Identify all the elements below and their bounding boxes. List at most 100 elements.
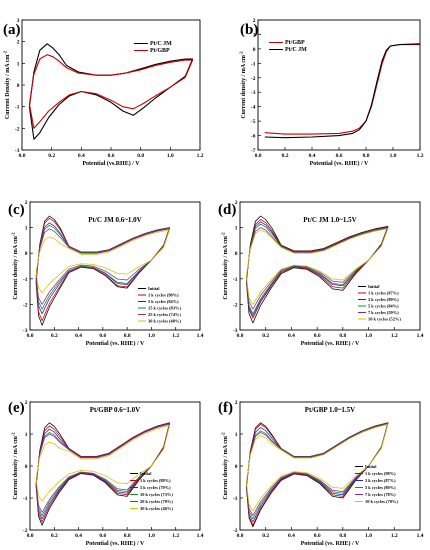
x-tick-label: 0.4: [288, 533, 295, 539]
legend-entry: 7 k cycles (78%): [365, 492, 396, 497]
y-axis-label-text: Current density / mA cm: [13, 236, 19, 300]
y-tick-label: -5: [251, 119, 256, 125]
x-tick-label: 1.4: [417, 533, 424, 539]
panel-e: 0.0 0.2 0.4 0.6 0.8 1.0 1.2 1.4 -2 -1 0 1 2 Potential…: [8, 400, 204, 547]
panel-label: (d): [218, 202, 236, 218]
y-tick-label: -1: [23, 496, 28, 502]
panel-f: 0.0 0.2 0.4 0.6 0.8 1.0 1.2 1.4 -2 -1 0 1 2 Potential…: [218, 400, 424, 547]
y-axis-label-exponent: -2: [221, 232, 226, 236]
legend-entry: 5 k cycles (79%): [140, 485, 171, 490]
x-axis-label: Potential (vs. RHE) / V: [86, 540, 145, 547]
legend: Initial 1 k cycles (88%) 5 k cycles (79%) 1…: [130, 471, 173, 511]
y-tick-label: 2: [25, 200, 28, 206]
x-tick-label: 1.2: [391, 533, 398, 539]
x-tick-label: 0.6: [99, 333, 106, 339]
y-axis-label: Current density / mA cm-2: [239, 51, 248, 119]
y-tick-label: -2: [233, 528, 238, 534]
y-tick-label: 1: [25, 432, 28, 438]
x-tick-label: 0.6: [314, 333, 321, 339]
y-tick-label: 1: [253, 32, 256, 38]
plot-frame: [257, 19, 421, 151]
y-tick-label: 0: [235, 251, 238, 257]
y-axis-label-text: Current Density / mA cm: [5, 55, 11, 120]
x-axis-label: Potential (vs.RHE) / V: [82, 160, 140, 167]
plot-title: Pt/GBP 0.6~1.0V: [90, 406, 141, 414]
x-tick-label: 0.2: [51, 533, 58, 539]
y-tick-label: -2: [251, 76, 256, 82]
legend-entry: Pt/GBP: [285, 40, 305, 46]
legend-entry: 10 k cycles (52%): [368, 317, 401, 322]
x-tick-label: 0.8: [124, 533, 131, 539]
panel-a: 0.0 0.2 0.4 0.6 0.8 1.0 1.2 -3 -2 -1 0 1 2 3 Potential…: [3, 18, 204, 167]
y-axis-label-exponent: -2: [3, 50, 8, 54]
y-axis-label-text: Current density / mA cm: [223, 236, 229, 300]
y-axis-label-exponent: -2: [11, 432, 16, 436]
x-axis-label: Potential (vs. RHE) / V: [310, 160, 369, 167]
legend-entry: 7 k cycles (59%): [368, 310, 399, 315]
series-line: [28, 54, 194, 129]
legend-entry: Pt/C JM: [285, 47, 307, 53]
x-tick-label: 1.2: [391, 333, 398, 339]
x-tick-label: 1.4: [197, 333, 204, 339]
x-tick-label: 1.4: [197, 533, 204, 539]
x-tick-label: 0.0: [27, 533, 34, 539]
x-tick-label: 0.0: [255, 153, 262, 159]
legend-entry: Initial: [368, 284, 380, 289]
y-tick-label: -3: [233, 328, 238, 334]
plot-title: Pt/C JM 1.0~1.5V: [303, 216, 356, 224]
x-tick-label: 0.4: [288, 333, 295, 339]
legend-entry: 1 k cycles (98%): [365, 471, 396, 476]
y-tick-label: 1: [25, 226, 28, 232]
series-line: [246, 423, 389, 516]
y-axis-label-exponent: -2: [11, 232, 16, 236]
legend: Initial 1 k cycles (87%)3 k cycles (89%) 5…: [358, 284, 401, 322]
x-tick-label: 1.0: [148, 333, 155, 339]
series-line: [246, 227, 389, 310]
x-axis-label: Potential (vs. RHE) / V: [301, 540, 360, 547]
y-tick-label: -2: [15, 126, 20, 132]
x-tick-label: 0.2: [48, 153, 55, 159]
panel-b: 0.0 0.2 0.4 0.6 0.8 1.0 1.2 -7 -6 -5 -4 -3 -2 -1 0 1 2 Po…: [239, 18, 424, 167]
y-axis-label: Current density / mA cm-2: [221, 232, 230, 300]
x-tick-label: 0.8: [137, 153, 144, 159]
legend-entry: 3 k cycles (89%): [368, 297, 399, 302]
y-axis-label-text: Current density / mA cm: [223, 436, 229, 500]
legend-entry: 5 k cycles (84%): [368, 304, 399, 309]
series-line: [35, 229, 170, 294]
series-line: [35, 224, 170, 310]
y-tick-label: -3: [251, 90, 256, 96]
y-tick-label: 2: [235, 200, 238, 206]
plot-frame: [239, 201, 421, 331]
x-axis-label: Potential (vs. RHE) / V: [301, 340, 360, 347]
y-axis-label-exponent: -2: [239, 51, 244, 55]
panel-c: 0.0 0.2 0.4 0.6 0.8 1.0 1.2 1.4 -3 -2 -1 0 1 2 Potenti…: [8, 200, 204, 347]
x-tick-label: 1.0: [148, 533, 155, 539]
panel-label: (f): [218, 400, 233, 416]
x-tick-label: 0.6: [336, 153, 343, 159]
x-tick-label: 0.8: [339, 333, 346, 339]
legend-entry: 30 k cycles (46%): [140, 506, 173, 511]
x-tick-label: 1.2: [172, 333, 179, 339]
y-tick-label: 0: [25, 251, 28, 257]
x-tick-label: 1.2: [417, 153, 424, 159]
y-tick-label: 2: [235, 400, 238, 406]
legend-entry: 25 k cycles (74%): [148, 312, 181, 317]
legend-entry: Pt/C JM: [150, 41, 172, 47]
y-tick-label: -1: [233, 277, 238, 283]
series-line: [246, 219, 389, 319]
y-tick-label: -3: [23, 328, 28, 334]
panel-d: 0.0 0.2 0.4 0.6 0.8 1.0 1.2 1.4 -3 -2 -1 0 1 2 Potenti…: [218, 200, 424, 347]
y-tick-label: 0: [235, 464, 238, 470]
y-axis-label-text: Current density / mA cm: [13, 436, 19, 500]
x-tick-label: 0.0: [19, 153, 26, 159]
plot-frame: [29, 201, 201, 331]
x-tick-label: 0.6: [99, 533, 106, 539]
series-line: [28, 43, 194, 140]
x-tick-label: 0.4: [78, 153, 85, 159]
series-line: [246, 221, 389, 317]
y-tick-label: 1: [17, 61, 20, 67]
legend-entry: 15 k cycles (83%): [148, 306, 181, 311]
